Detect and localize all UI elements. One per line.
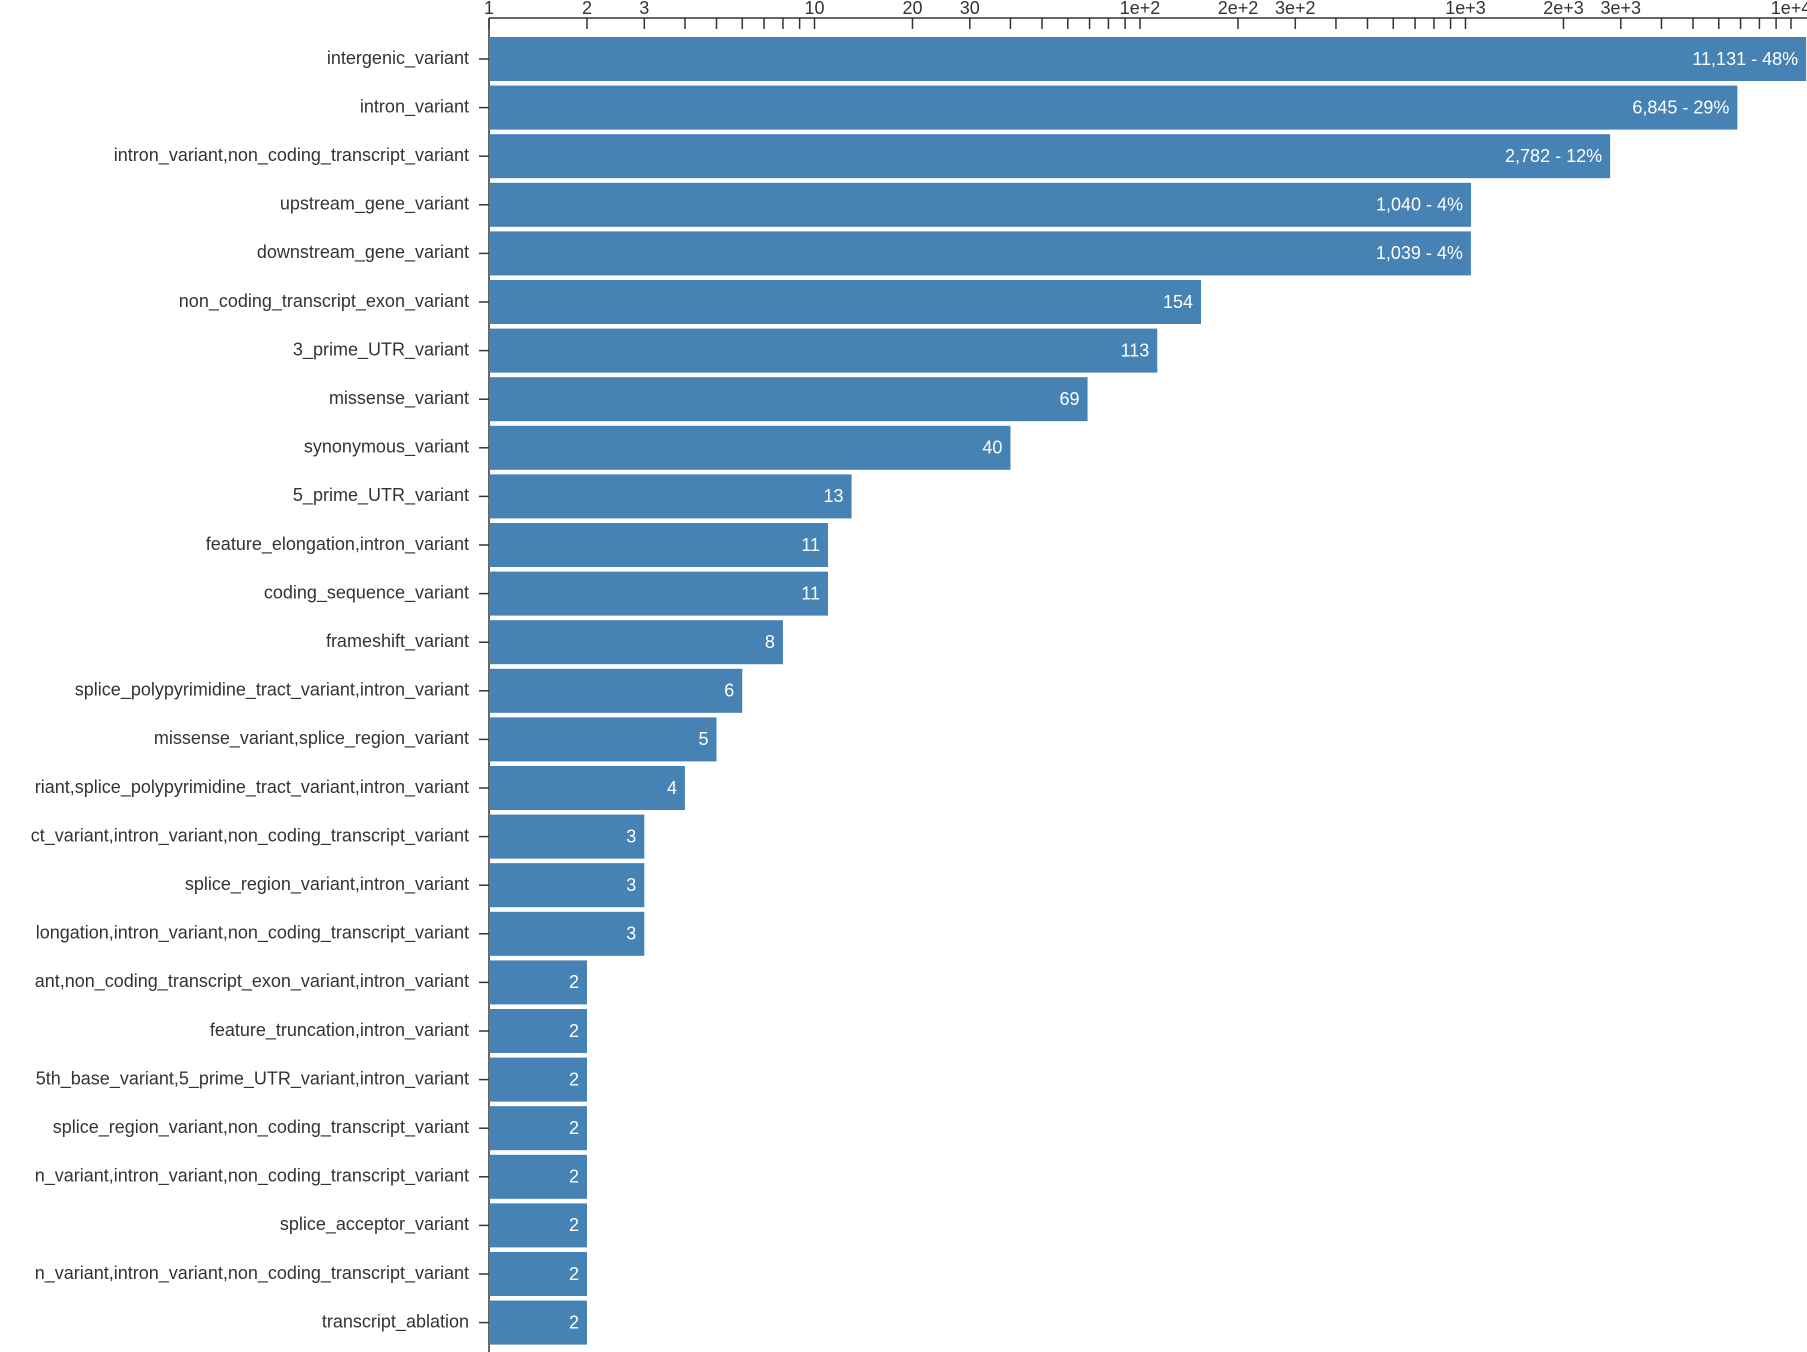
- y-tick-label: missense_variant,splice_region_variant: [154, 728, 469, 749]
- y-tick-label: splice_polypyrimidine_tract_variant,intr…: [75, 680, 469, 701]
- y-tick-label: riant,splice_polypyrimidine_tract_varian…: [35, 777, 469, 798]
- bar: [489, 85, 1738, 130]
- bar: [489, 960, 587, 1005]
- value-label: 2,782 - 12%: [1505, 146, 1602, 166]
- y-tick-label: splice_region_variant,non_coding_transcr…: [53, 1117, 469, 1138]
- y-tick-label: transcript_ablation: [322, 1311, 469, 1332]
- bar: [489, 37, 1807, 81]
- x-tick-label: 1e+2: [1120, 0, 1161, 18]
- bar: [489, 280, 1202, 324]
- bar: [489, 766, 685, 810]
- y-tick-label: ant,non_coding_transcript_exon_variant,i…: [35, 971, 469, 992]
- bar: [489, 814, 645, 859]
- bar: [489, 1203, 587, 1248]
- value-label: 113: [1121, 340, 1150, 360]
- bar: [489, 863, 645, 908]
- y-tick-label: non_coding_transcript_exon_variant: [179, 291, 469, 312]
- bar: [489, 425, 1011, 470]
- value-label: 1,039 - 4%: [1376, 243, 1463, 263]
- y-tick-label: ct_variant,intron_variant,non_coding_tra…: [31, 825, 469, 846]
- x-tick-label: 20: [902, 0, 922, 18]
- bar: [489, 1154, 587, 1199]
- value-label: 8: [765, 632, 775, 652]
- value-label: 11: [801, 583, 820, 603]
- y-tick-label: longation,intron_variant,non_coding_tran…: [36, 923, 469, 944]
- x-tick-label: 2e+2: [1218, 0, 1259, 18]
- y-tick-label: 3_prime_UTR_variant: [293, 339, 469, 360]
- value-label: 69: [1060, 389, 1080, 409]
- bar: [489, 134, 1611, 179]
- value-label: 2: [569, 1021, 579, 1041]
- x-tick-label: 10: [804, 0, 824, 18]
- value-label: 40: [982, 438, 1002, 458]
- value-label: 5: [698, 729, 708, 749]
- bar: [489, 571, 828, 616]
- bar: [489, 1300, 587, 1345]
- value-label: 4: [667, 778, 677, 798]
- bar: [489, 1252, 587, 1296]
- bar: [489, 231, 1471, 276]
- y-tick-label: 5_prime_UTR_variant: [293, 485, 469, 506]
- y-tick-label: intergenic_variant: [327, 48, 469, 69]
- y-tick-label: intron_variant,non_coding_transcript_var…: [114, 145, 469, 166]
- y-tick-label: splice_region_variant,intron_variant: [185, 874, 469, 895]
- x-tick-label: 1e+3: [1445, 0, 1486, 18]
- value-label: 3: [626, 875, 636, 895]
- y-tick-label: synonymous_variant: [304, 437, 469, 458]
- y-tick-label: n_variant,intron_variant,non_coding_tran…: [35, 1263, 469, 1284]
- x-tick-label: 3: [639, 0, 649, 18]
- bar: [489, 1009, 587, 1053]
- y-tick-label: upstream_gene_variant: [280, 194, 469, 215]
- bar: [489, 620, 783, 665]
- value-label: 2: [569, 1312, 579, 1332]
- bar: [489, 668, 743, 713]
- y-tick-label: splice_acceptor_variant: [280, 1214, 469, 1235]
- value-label: 6,845 - 29%: [1632, 97, 1729, 117]
- value-label: 2: [569, 1167, 579, 1187]
- value-label: 3: [626, 826, 636, 846]
- x-tick-label: 1: [484, 0, 494, 18]
- value-label: 11,131 - 48%: [1692, 49, 1798, 69]
- bar: [489, 474, 852, 519]
- y-tick-label: coding_sequence_variant: [264, 582, 469, 603]
- x-tick-label: 3e+3: [1601, 0, 1642, 18]
- value-label: 13: [824, 486, 844, 506]
- x-tick-label: 2e+3: [1543, 0, 1584, 18]
- y-tick-label: feature_truncation,intron_variant: [210, 1020, 469, 1041]
- value-label: 2: [569, 1264, 579, 1284]
- bar: [489, 1106, 587, 1151]
- y-tick-label: downstream_gene_variant: [257, 242, 469, 263]
- value-label: 154: [1163, 292, 1193, 312]
- y-tick-label: frameshift_variant: [326, 631, 469, 652]
- value-label: 2: [569, 1215, 579, 1235]
- y-tick-label: n_variant,intron_variant,non_coding_tran…: [35, 1166, 469, 1187]
- y-tick-label: feature_elongation,intron_variant: [206, 534, 469, 555]
- bar: [489, 182, 1472, 227]
- value-label: 2: [569, 972, 579, 992]
- bar: [489, 377, 1088, 422]
- bar: [489, 911, 645, 956]
- x-tick-label: 3e+2: [1275, 0, 1316, 18]
- x-tick-label: 30: [960, 0, 980, 18]
- bar: [489, 1057, 587, 1102]
- value-label: 11: [801, 535, 820, 555]
- bar: [489, 717, 717, 762]
- value-label: 1,040 - 4%: [1376, 195, 1463, 215]
- x-tick-label: 2: [582, 0, 592, 18]
- bar: [489, 328, 1158, 373]
- value-label: 2: [569, 1069, 579, 1089]
- value-label: 6: [724, 681, 734, 701]
- y-tick-label: missense_variant: [329, 388, 469, 409]
- value-label: 3: [626, 924, 636, 944]
- bar: [489, 523, 828, 567]
- y-tick-label: intron_variant: [360, 96, 469, 117]
- y-tick-label: 5th_base_variant,5_prime_UTR_variant,int…: [36, 1068, 469, 1089]
- x-tick-label: 1e+4: [1771, 0, 1807, 18]
- value-label: 2: [569, 1118, 579, 1138]
